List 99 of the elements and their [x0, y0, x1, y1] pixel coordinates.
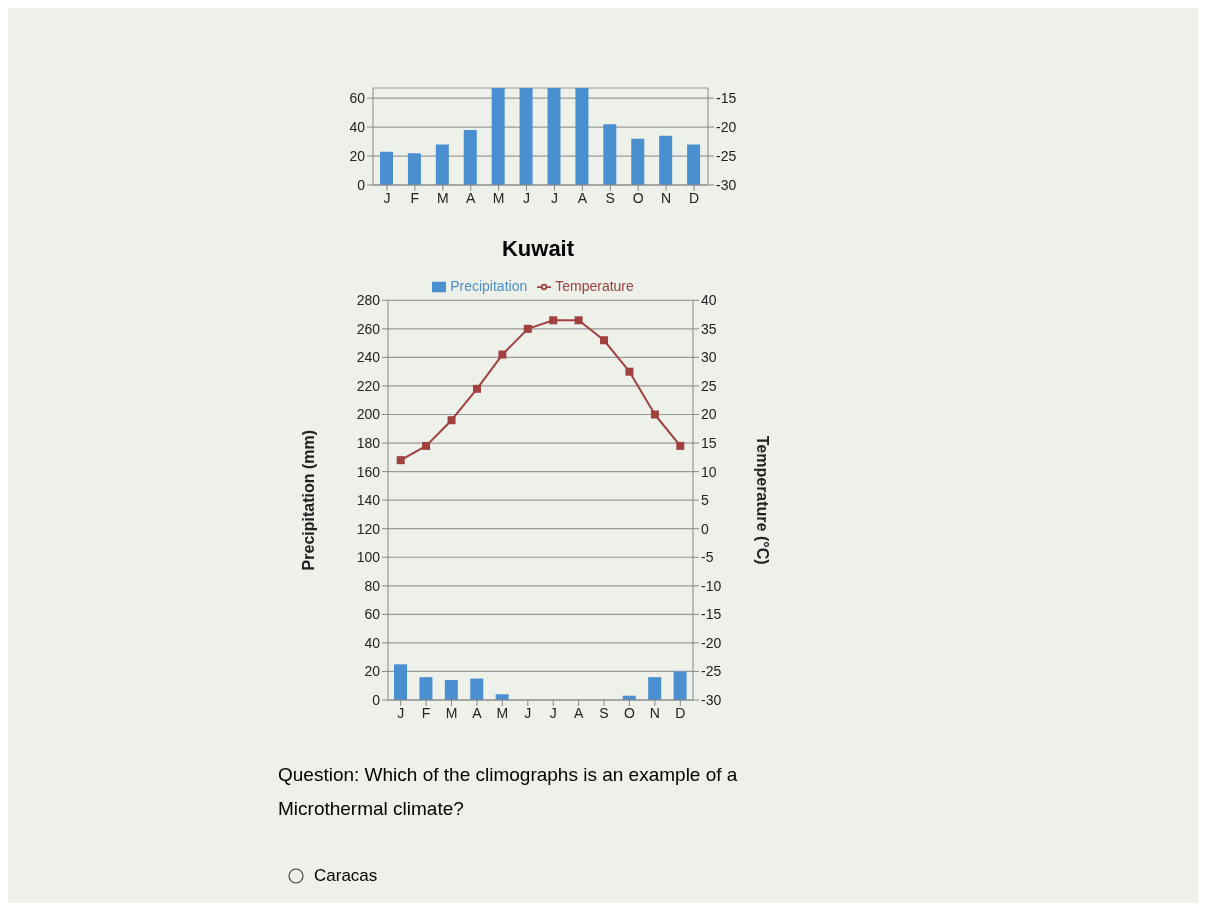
x-tick-label: M — [492, 189, 505, 206]
bar — [380, 151, 393, 185]
bar — [631, 138, 645, 185]
legend-label: Precipitation — [450, 278, 528, 294]
y2-tick-label: 5 — [701, 492, 709, 509]
point — [676, 441, 685, 450]
y2-tick-label: -15 — [701, 606, 722, 623]
x-tick-label: N — [661, 189, 672, 206]
x-tick-label: O — [624, 704, 636, 721]
bar — [463, 129, 477, 185]
y2-tick-label: 40 — [701, 292, 717, 309]
point — [396, 456, 405, 465]
point — [523, 324, 532, 333]
bar — [407, 153, 421, 185]
y2-tick-label: 35 — [701, 320, 717, 337]
y2-tick-label: 20 — [701, 406, 717, 423]
point — [472, 384, 481, 393]
x-tick-label: J — [523, 189, 531, 206]
x-tick-label: D — [675, 704, 686, 721]
point — [650, 410, 659, 419]
y2-tick-label: -25 — [716, 148, 737, 165]
point — [600, 336, 609, 345]
x-tick-label: F — [421, 704, 431, 721]
y-tick-label: 20 — [349, 148, 366, 165]
y2-tick-label: -20 — [716, 119, 737, 136]
bar — [491, 88, 505, 185]
x-tick-label: N — [649, 704, 660, 721]
y2-tick-label: 10 — [701, 463, 717, 480]
x-tick-label: A — [577, 189, 588, 206]
y2-tick-label: -30 — [701, 691, 722, 708]
y2-tick-label: 30 — [701, 349, 717, 366]
y-tick-label: 140 — [356, 492, 381, 509]
point — [447, 416, 456, 425]
x-tick-label: D — [688, 189, 700, 206]
y2-tick-label: 0 — [701, 520, 709, 537]
bar — [673, 671, 687, 700]
y2-tick-label: 25 — [701, 377, 717, 394]
bar — [687, 144, 701, 185]
y-tick-label: 80 — [364, 577, 381, 594]
bar — [519, 88, 533, 185]
point — [549, 316, 558, 325]
bar — [575, 88, 589, 185]
bar — [444, 680, 458, 700]
y2-axis-title: Temperature (°C) — [754, 435, 772, 565]
y-tick-label: 60 — [349, 90, 366, 107]
x-tick-label: J — [549, 704, 557, 721]
y-tick-label: 160 — [356, 463, 381, 480]
bar — [659, 135, 673, 185]
bar — [435, 144, 449, 185]
y-tick-label: 0 — [357, 176, 366, 193]
x-tick-label: O — [632, 189, 644, 206]
y2-tick-label: -15 — [716, 90, 737, 107]
y-tick-label: 0 — [372, 691, 381, 708]
y2-tick-label: -25 — [701, 663, 722, 680]
x-tick-label: A — [472, 704, 483, 721]
y2-tick-label: -5 — [701, 549, 714, 566]
y-tick-label: 40 — [364, 634, 381, 651]
y-tick-label: 180 — [356, 435, 381, 452]
y-tick-label: 260 — [356, 320, 381, 337]
legend-label: Temperature — [555, 278, 634, 294]
y2-tick-label: -30 — [716, 176, 737, 193]
y-tick-label: 20 — [364, 663, 381, 680]
x-tick-label: J — [397, 704, 405, 721]
text: Question: Which of the climographs is an example of a Microthermal climate? — [278, 763, 739, 821]
point — [422, 441, 431, 450]
point — [625, 367, 634, 376]
y-tick-label: 100 — [356, 549, 381, 566]
x-tick-label: M — [496, 704, 509, 721]
bar — [470, 678, 484, 700]
bar — [394, 664, 407, 700]
y2-tick-label: -10 — [701, 577, 722, 594]
y-tick-label: 120 — [356, 520, 381, 537]
point — [498, 350, 507, 359]
x-tick-label: A — [573, 704, 584, 721]
x-tick-label: A — [466, 189, 477, 206]
chart-title: Kuwait — [500, 236, 576, 262]
x-tick-label: M — [445, 704, 458, 721]
text: Caracas — [314, 866, 378, 886]
bar — [547, 88, 561, 185]
x-tick-label: J — [383, 189, 391, 206]
x-tick-label: J — [524, 704, 532, 721]
y-axis-title: Precipitation (mm) — [299, 429, 317, 571]
x-tick-label: J — [550, 189, 558, 206]
y-tick-label: 220 — [356, 377, 381, 394]
y-tick-label: 280 — [356, 292, 381, 309]
y-tick-label: 200 — [356, 406, 381, 423]
x-tick-label: S — [605, 189, 615, 206]
x-tick-label: F — [410, 189, 420, 206]
x-tick-label: M — [436, 189, 449, 206]
y-tick-label: 60 — [364, 606, 381, 623]
y-tick-label: 40 — [349, 119, 366, 136]
bar — [648, 677, 662, 700]
x-tick-label: S — [599, 704, 609, 721]
y2-tick-label: 15 — [701, 435, 717, 452]
bar — [419, 677, 433, 700]
y-tick-label: 240 — [356, 349, 381, 366]
bar — [603, 124, 617, 185]
y2-tick-label: -20 — [701, 634, 722, 651]
point — [574, 316, 583, 325]
